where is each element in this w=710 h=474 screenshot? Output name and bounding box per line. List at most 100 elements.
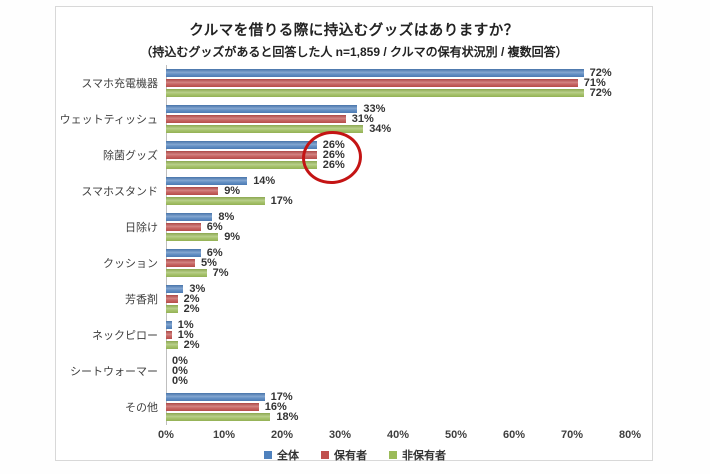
plot-area: スマホ充電機器 72% 71% 72% ウェットティッシュ 33% 31% 34% 除菌グッズ 2… (56, 65, 654, 425)
legend: 全体 保有者 非保有者 (56, 447, 654, 463)
bar (166, 177, 248, 185)
bar (166, 413, 271, 421)
bar-row: 6% (166, 221, 240, 233)
bar (166, 223, 201, 231)
bar-row: 16% (166, 402, 298, 413)
category-label: シートウォーマー (70, 366, 158, 378)
bar (166, 197, 265, 205)
category-bars: 0% 0% 0% (166, 356, 188, 387)
bar-row: 5% (166, 257, 229, 269)
x-tick: 50% (444, 429, 468, 441)
bar-value-label: 9% (224, 185, 241, 197)
category-axis-line (166, 65, 167, 425)
bar-row: 72% (166, 67, 612, 79)
bar (166, 305, 178, 313)
legend-item-zentai: 全体 (264, 447, 299, 463)
bar (166, 233, 219, 241)
x-tick: 70% (560, 429, 584, 441)
bar-row: 2% (166, 293, 205, 305)
category-group: クッション 6% 5% 7% (56, 245, 654, 281)
bar-row: 72% (166, 87, 612, 99)
bar-row: 26% (166, 150, 345, 161)
bar-row: 1% (166, 329, 200, 341)
bar (166, 151, 317, 159)
bar-value-label: 14% (253, 175, 276, 187)
bar (166, 259, 195, 267)
bar-row: 8% (166, 212, 240, 223)
category-group: スマホスタンド 14% 9% 17% (56, 173, 654, 209)
category-label: 除菌グッズ (103, 150, 158, 162)
bar-value-label: 5% (201, 257, 217, 269)
category-label: ウェットティッシュ (59, 114, 158, 126)
category-label: 日除け (125, 222, 158, 234)
bar-row: 2% (166, 304, 205, 315)
bar-row: 0% (166, 375, 188, 387)
bar-row: 17% (166, 391, 298, 403)
bar (166, 213, 213, 221)
bar-value-label: 33% (363, 103, 386, 115)
bar-value-label: 6% (206, 221, 223, 233)
bar (166, 249, 201, 257)
bar-value-label: 2% (183, 293, 200, 305)
bar-value-label: 72% (589, 87, 612, 99)
category-group: ウェットティッシュ 33% 31% 34% (56, 101, 654, 137)
bar-row: 34% (166, 123, 392, 135)
category-group: スマホ充電機器 72% 71% 72% (56, 65, 654, 101)
bar-value-label: 17% (270, 391, 293, 403)
bar-row: 3% (166, 283, 206, 295)
x-tick: 40% (386, 429, 410, 441)
bar (166, 331, 172, 339)
bar-value-label: 0% (172, 375, 188, 387)
legend-label: 非保有者 (402, 450, 446, 462)
category-bars: 33% 31% 34% (166, 103, 392, 135)
legend-item-hoyusha: 保有者 (321, 447, 367, 463)
legend-swatch-icon (389, 451, 397, 459)
category-label: ネックピロー (92, 330, 158, 342)
bar-row: 0% (166, 356, 188, 367)
x-tick: 80% (618, 429, 642, 441)
category-label: クッション (103, 258, 158, 270)
bar-value-label: 31% (351, 113, 374, 125)
bar-row: 18% (166, 411, 299, 423)
category-label: その他 (125, 402, 158, 414)
x-tick: 60% (502, 429, 526, 441)
bar-value-label: 1% (177, 319, 194, 331)
bar-value-label: 72% (589, 67, 612, 79)
bar-value-label: 34% (369, 123, 392, 135)
bar (166, 341, 178, 349)
bar-value-label: 0% (172, 365, 188, 377)
bar-value-label: 18% (276, 411, 299, 423)
bar-row: 31% (166, 113, 391, 125)
bar-value-label: 1% (177, 329, 194, 341)
x-tick: 0% (158, 429, 174, 441)
bar-value-label: 3% (189, 283, 206, 295)
legend-swatch-icon (321, 451, 329, 459)
bar (166, 89, 584, 97)
category-label: スマホスタンド (81, 186, 158, 198)
category-bars: 26% 26% 26% (166, 139, 345, 171)
chart-subtitle: （持込むグッズがあると回答した人 n=1,859 / クルマの保有状況別 / 複… (140, 45, 568, 59)
legend-swatch-icon (264, 451, 272, 459)
category-bars: 17% 16% 18% (166, 391, 299, 423)
bar (166, 105, 358, 113)
bar-row: 71% (166, 78, 612, 89)
x-tick: 10% (212, 429, 236, 441)
category-label: 芳香剤 (125, 294, 158, 306)
bar (166, 393, 265, 401)
bar-value-label: 26% (322, 139, 345, 151)
bar (166, 125, 364, 133)
legend-label: 保有者 (334, 450, 367, 462)
bar-row: 7% (166, 268, 229, 279)
legend-label: 全体 (277, 450, 299, 462)
category-group: ネックピロー 1% 1% 2% (56, 317, 654, 353)
bar (166, 79, 578, 87)
bar-value-label: 26% (322, 159, 345, 171)
bar-row: 26% (166, 139, 345, 151)
bar-row: 26% (166, 159, 345, 171)
bar-row: 9% (166, 185, 293, 197)
category-bars: 14% 9% 17% (166, 175, 293, 207)
bar (166, 161, 317, 169)
chart-title: クルマを借りる際に持込むグッズはありますか？ (189, 23, 519, 39)
bar (166, 403, 259, 411)
bar-row: 14% (166, 175, 293, 187)
